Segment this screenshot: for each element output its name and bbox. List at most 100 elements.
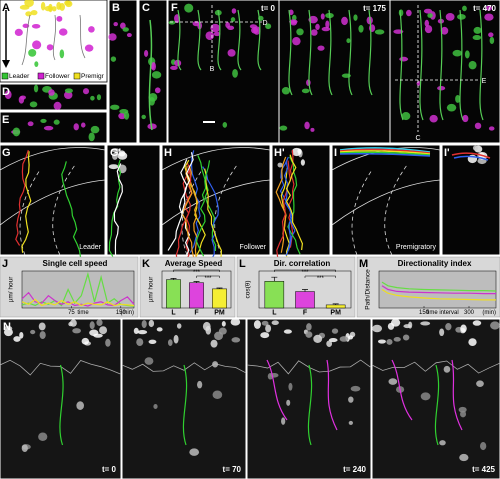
cell (313, 334, 323, 343)
caption: Premigratory (396, 244, 437, 251)
cell (170, 65, 178, 71)
cell (108, 164, 119, 170)
outline (339, 147, 431, 153)
image-panel (0, 318, 122, 479)
cell (151, 71, 162, 79)
outline (197, 9, 202, 71)
cell (315, 23, 320, 31)
cell (468, 338, 477, 346)
cell (89, 329, 99, 336)
bar (325, 304, 346, 309)
cell (232, 68, 238, 78)
cell (231, 337, 241, 343)
cell (173, 334, 179, 344)
outline (148, 19, 153, 131)
error-bar (271, 276, 278, 282)
cell (48, 89, 55, 96)
cell (32, 40, 42, 50)
cell (148, 93, 158, 102)
cell (176, 323, 182, 329)
cell (457, 14, 466, 20)
significance-bracket (304, 275, 336, 278)
cell (306, 79, 311, 86)
section-marker: D (262, 20, 267, 27)
cell (440, 26, 449, 35)
cell (358, 24, 364, 33)
series-line (381, 281, 497, 292)
image-panel (331, 144, 441, 256)
cell (474, 122, 482, 130)
outline (170, 5, 262, 62)
image-panel (371, 318, 500, 479)
cell (82, 88, 90, 95)
outline (217, 9, 222, 71)
cell (148, 339, 157, 345)
cell (260, 332, 270, 339)
cell (460, 324, 467, 333)
panel-label: F (171, 2, 178, 14)
cell (63, 91, 73, 100)
schematic-panel (0, 0, 108, 83)
outline (479, 9, 484, 121)
cell (490, 321, 500, 330)
outline (328, 9, 333, 96)
time-label: t= 425 (472, 465, 495, 474)
outline (257, 9, 262, 71)
outline (339, 153, 431, 157)
cell (68, 321, 73, 327)
cell (210, 339, 218, 348)
significance-label: *** (317, 276, 325, 282)
legend-swatch (73, 72, 81, 80)
cell (429, 114, 438, 123)
outline (288, 149, 295, 248)
cell (3, 325, 13, 332)
cell (33, 84, 39, 93)
cell (476, 380, 484, 387)
cell (458, 406, 467, 413)
cell (13, 336, 21, 342)
error-bar (332, 303, 339, 305)
cell (111, 148, 120, 153)
bar (166, 279, 181, 309)
cell (488, 126, 495, 131)
series-line (21, 298, 135, 307)
outline (307, 364, 313, 446)
image-panel (108, 0, 138, 144)
cell (279, 125, 288, 131)
outline (177, 9, 182, 71)
cell (112, 152, 118, 160)
cell (310, 127, 315, 132)
cell (230, 318, 241, 326)
cell (390, 318, 401, 327)
significance-bracket (274, 269, 336, 272)
cell (53, 119, 60, 125)
cell (277, 162, 283, 168)
error-bar (216, 287, 223, 289)
cell (126, 33, 132, 38)
cell (156, 327, 163, 332)
cell (459, 453, 469, 462)
outline (339, 148, 431, 154)
cell (137, 329, 148, 335)
significance-label: *** (193, 270, 201, 276)
cell (38, 322, 46, 331)
panel-label: J (2, 258, 8, 270)
cell (308, 15, 318, 24)
cell (473, 26, 482, 34)
cell (141, 320, 147, 329)
cell (46, 44, 54, 51)
outline (195, 160, 211, 257)
cell (28, 49, 37, 57)
cell (192, 21, 200, 27)
cell (472, 320, 482, 326)
image-panel (121, 318, 247, 479)
cell (30, 329, 36, 335)
cell (154, 87, 161, 94)
cell (346, 38, 351, 44)
significance-bracket (173, 269, 220, 272)
cell (439, 328, 445, 337)
cell (99, 326, 108, 335)
error-bar (170, 278, 177, 280)
series-line (381, 288, 496, 301)
caption: Follower (240, 244, 267, 251)
